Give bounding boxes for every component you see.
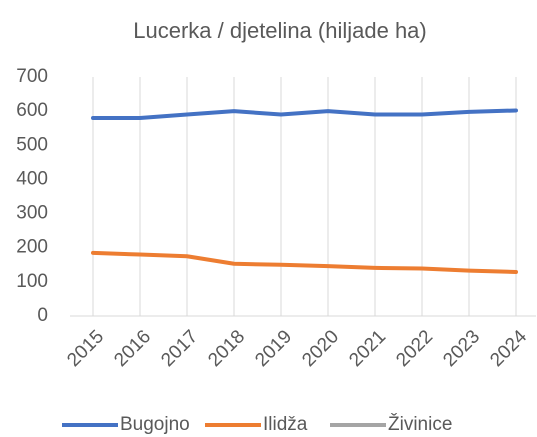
x-tick-label: 2018 [204,326,249,371]
legend-label: Bugojno [120,414,190,435]
x-tick-label: 2022 [392,326,437,371]
legend-label: Ilidža [263,414,308,435]
chart-title: Lucerka / djetelina (hiljade ha) [133,18,427,43]
y-tick-label: 0 [37,305,48,326]
x-tick-label: 2019 [251,326,296,371]
y-tick-label: 300 [16,203,48,224]
y-tick-label: 400 [16,168,48,189]
x-tick-label: 2015 [63,326,108,371]
x-tick-label: 2017 [157,326,202,371]
x-tick-label: 2024 [486,326,531,371]
y-tick-label: 200 [16,237,48,258]
legend-label: Živinice [388,413,452,435]
y-tick-label: 500 [16,134,48,155]
series-line [91,250,518,274]
y-tick-label: 700 [16,66,48,87]
x-tick-label: 2020 [298,326,343,371]
y-tick-label: 100 [16,271,48,292]
series-line [91,108,518,120]
x-tick-label: 2021 [345,326,390,371]
y-tick-label: 600 [16,100,48,121]
x-tick-label: 2016 [110,326,155,371]
x-tick-label: 2023 [439,326,484,371]
